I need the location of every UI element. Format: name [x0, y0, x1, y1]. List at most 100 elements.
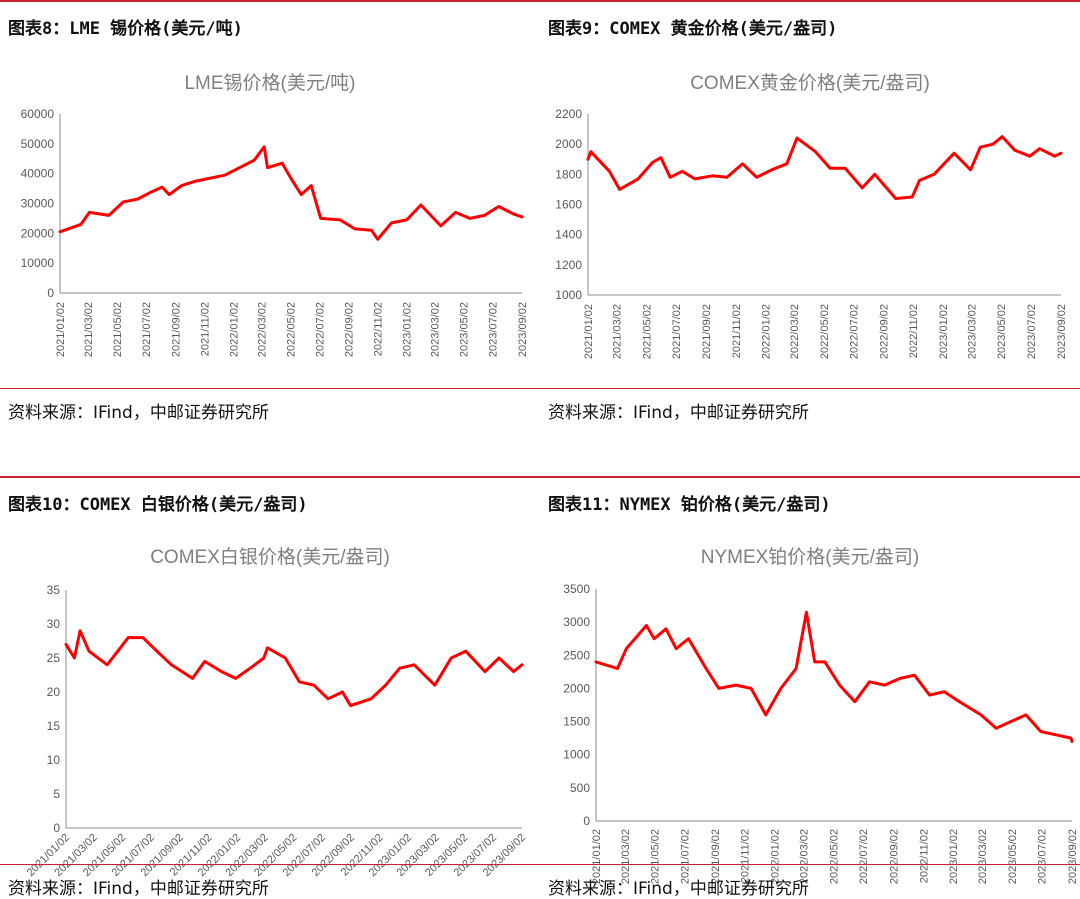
x-tick-label: 2022/11/02 — [908, 304, 920, 358]
y-tick-label: 25 — [47, 651, 61, 665]
x-tick-label: 2023/09/02 — [1067, 829, 1079, 884]
source-rule — [540, 864, 1080, 865]
figure-header: 图表10：COMEX 白银价格(美元/盎司) — [8, 495, 308, 515]
y-tick-label: 0 — [53, 821, 60, 835]
x-tick-label: 2022/09/02 — [879, 304, 891, 359]
x-tick-label: 2021/03/02 — [83, 302, 95, 357]
x-tick-label: 2021/09/02 — [710, 829, 722, 884]
y-tick-label: 2000 — [563, 681, 590, 695]
x-tick-label: 2023/07/02 — [488, 302, 500, 357]
y-tick-label: 1500 — [563, 715, 590, 729]
y-tick-label: 20000 — [21, 226, 55, 240]
x-tick-label: 2022/03/02 — [798, 829, 810, 884]
source-note: 资料来源：IFind，中邮证券研究所 — [8, 403, 269, 423]
y-tick-label: 40000 — [21, 167, 55, 181]
x-tick-label: 2021/09/02 — [701, 304, 713, 359]
x-tick-label: 2021/05/02 — [650, 829, 662, 884]
source-note: 资料来源：IFind，中邮证券研究所 — [548, 879, 809, 899]
x-tick-label: 2023/05/02 — [1007, 829, 1019, 884]
x-tick-label: 2023/03/02 — [967, 304, 979, 359]
top-rule — [0, 0, 540, 2]
x-tick-label: 2023/05/02 — [459, 302, 471, 357]
x-tick-label: 2023/03/02 — [430, 302, 442, 357]
figure-header: 图表9：COMEX 黄金价格(美元/盎司) — [548, 19, 838, 39]
x-tick-label: 2021/01/02 — [583, 304, 595, 359]
panel-lme-tin: 图表8：LME 锡价格(美元/吨) LME锡价格(美元/吨) 60000 50000… — [0, 0, 540, 449]
y-tick-label: 5 — [53, 787, 60, 801]
figure-header: 图表8：LME 锡价格(美元/吨) — [8, 19, 243, 39]
top-rule — [540, 476, 1080, 478]
x-tick-label: 2021/11/02 — [731, 304, 743, 358]
x-tick-label: 2022/07/02 — [314, 302, 326, 357]
x-tick-label: 2022/03/02 — [789, 304, 801, 359]
x-tick-label: 2023/01/02 — [402, 302, 414, 357]
x-tick-label: 2021/07/02 — [671, 304, 683, 359]
price-line — [58, 145, 524, 241]
chart-title: LME锡价格(美元/吨) — [184, 72, 355, 94]
x-tick-label: 2022/07/02 — [848, 304, 860, 359]
x-tick-label: 2023/07/02 — [1026, 304, 1038, 359]
panel-comex-silver: 图表10：COMEX 白银价格(美元/盎司) COMEX白银价格(美元/盎司) 3… — [0, 476, 540, 899]
x-tick-label: 2023/01/02 — [938, 304, 950, 359]
y-tick-label: 1000 — [555, 288, 582, 302]
panel-comex-gold: 图表9：COMEX 黄金价格(美元/盎司) COMEX黄金价格(美元/盎司) 22… — [540, 0, 1080, 449]
x-tick-label: 2022/11/02 — [918, 829, 930, 883]
top-rule — [0, 476, 540, 478]
y-tick-label: 30000 — [21, 197, 55, 211]
x-tick-label: 2021/07/02 — [141, 302, 153, 357]
x-tick-label: 2021/09/02 — [170, 302, 182, 357]
x-tick-label: 2023/07/02 — [1037, 829, 1049, 884]
chart-title: NYMEX铂价格(美元/盎司) — [701, 546, 920, 568]
source-note: 资料来源：IFind，中邮证券研究所 — [548, 403, 809, 423]
y-tick-label: 1000 — [563, 748, 590, 762]
x-tick-label: 2023/09/02 — [517, 302, 529, 357]
y-tick-label: 2000 — [555, 137, 582, 151]
y-tick-label: 60000 — [21, 107, 55, 121]
x-tick-label: 2021/11/02 — [199, 302, 211, 356]
figure-header: 图表11：NYMEX 铂价格(美元/盎司) — [548, 495, 831, 515]
chart-nymex-platinum: NYMEX铂价格(美元/盎司) 3500 3000 2500 2000 1500 1000 5… — [563, 546, 1079, 884]
y-tick-label: 0 — [47, 286, 54, 300]
x-tick-label: 2023/03/02 — [977, 829, 989, 884]
x-tick-label: 2021/01/02 — [591, 829, 603, 884]
x-tick-label: 2022/01/02 — [228, 302, 240, 357]
y-tick-label: 3000 — [563, 615, 590, 629]
source-rule — [0, 388, 540, 389]
x-tick-label: 2022/09/02 — [344, 302, 356, 357]
y-tick-label: 10 — [47, 753, 61, 767]
x-tick-label: 2022/07/02 — [858, 829, 870, 884]
y-tick-label: 1200 — [555, 258, 582, 272]
chart-title: COMEX白银价格(美元/盎司) — [150, 546, 390, 568]
y-tick-label: 1800 — [555, 167, 582, 181]
x-tick-label: 2022/05/02 — [819, 304, 831, 359]
y-tick-label: 500 — [570, 781, 590, 795]
chart-lme-tin: LME锡价格(美元/吨) 60000 50000 40000 30000 20000 100… — [21, 72, 529, 357]
x-tick-label: 2021/05/02 — [112, 302, 124, 357]
y-tick-label: 20 — [47, 685, 61, 699]
x-tick-label: 2021/03/02 — [612, 304, 624, 359]
price-line — [586, 135, 1063, 200]
source-note: 资料来源：IFind，中邮证券研究所 — [8, 879, 269, 899]
x-tick-label: 2022/05/02 — [285, 302, 297, 357]
x-tick-label: 2022/11/02 — [373, 302, 385, 356]
chart-comex-gold: COMEX黄金价格(美元/盎司) 2200 2000 1800 1600 1400 1200… — [555, 72, 1068, 359]
x-tick-label: 2021/07/02 — [680, 829, 692, 884]
y-tick-label: 2500 — [563, 648, 590, 662]
x-tick-label: 2022/05/02 — [828, 829, 840, 884]
y-tick-label: 2200 — [555, 107, 582, 121]
y-tick-label: 3500 — [563, 582, 590, 596]
y-tick-label: 1600 — [555, 198, 582, 212]
x-tick-label: 2021/01/02 — [55, 302, 67, 357]
x-tick-label: 2022/01/02 — [770, 829, 782, 884]
y-tick-label: 10000 — [21, 256, 55, 270]
x-tick-label: 2022/09/02 — [888, 829, 900, 884]
x-tick-label: 2021/11/02 — [740, 829, 752, 883]
y-tick-label: 1400 — [555, 228, 582, 242]
price-line — [594, 610, 1074, 743]
chart-title: COMEX黄金价格(美元/盎司) — [690, 72, 930, 94]
x-tick-label: 2022/01/02 — [760, 304, 772, 359]
y-tick-label: 0 — [583, 814, 590, 828]
source-rule — [540, 388, 1080, 389]
x-tick-label: 2021/05/02 — [641, 304, 653, 359]
x-tick-label: 2023/09/02 — [1056, 304, 1068, 359]
